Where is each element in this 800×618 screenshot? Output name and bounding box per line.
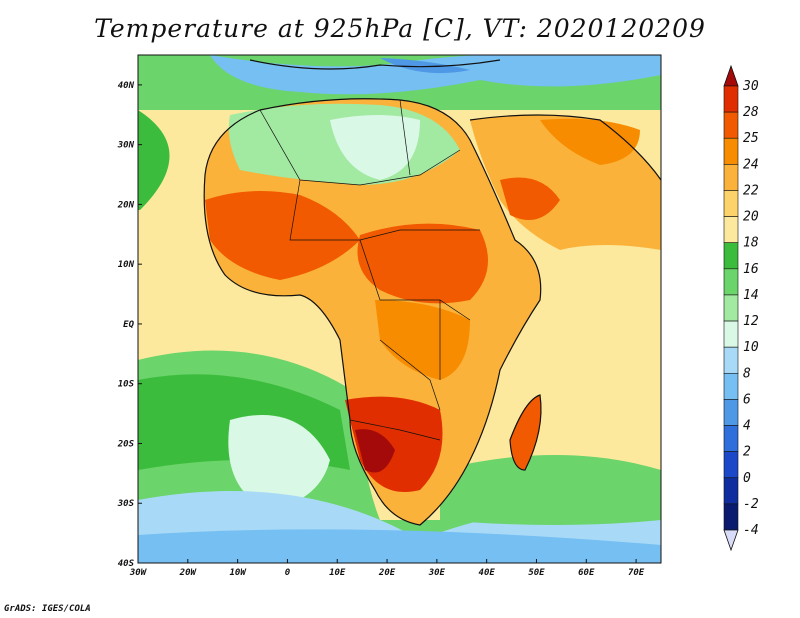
lat-tick-label: 40S: [118, 559, 135, 569]
lat-tick-label: EQ: [123, 320, 134, 330]
colorbar-level-label: 25: [743, 131, 759, 146]
colorbar-level-label: -4: [743, 523, 759, 538]
colorbar-level-label: -2: [743, 497, 759, 512]
country-borders: [259, 99, 480, 441]
colorbar-swatch: [723, 346, 739, 374]
colorbar-level-label: 2: [743, 445, 751, 460]
colorbar-swatch: [723, 503, 739, 531]
lat-tick-label: 30N: [117, 141, 135, 151]
lon-tick-label: 20E: [378, 568, 396, 578]
mediterranean-cold: [380, 58, 470, 74]
lat-tick-label: 10N: [118, 260, 135, 270]
colorbar-level-label: 24: [743, 157, 759, 172]
lon-tick-label: 10W: [229, 568, 247, 578]
colorbar-level-label: 22: [743, 183, 759, 198]
colorbar-swatch: [723, 111, 739, 139]
colorbar-swatch: [723, 320, 739, 348]
lat-tick-label: 30S: [117, 499, 135, 509]
colorbar-swatch: [723, 294, 739, 322]
central-africa-warm: [375, 300, 470, 380]
lat-tick-label: 10S: [118, 380, 135, 390]
sahel-hot-east: [357, 223, 488, 304]
colorbar-swatch: [723, 137, 739, 165]
lat-tick-label: 20S: [117, 439, 135, 449]
colorbar-level-label: 8: [743, 366, 751, 381]
libya-cool: [330, 115, 420, 180]
colorbar-swatch: [723, 216, 739, 244]
arabia-hot: [500, 177, 560, 220]
colorbar-swatch: [723, 85, 739, 113]
colorbar-level-label: 10: [743, 340, 759, 355]
lon-tick-label: 0: [285, 568, 291, 578]
europe-coastline: [249, 59, 501, 70]
lon-tick-label: 30W: [129, 568, 148, 578]
colorbar-level-label: 18: [743, 236, 759, 251]
colorbar-swatch: [723, 451, 739, 479]
colorbar-level-label: 12: [743, 314, 759, 329]
colorbar-swatch: [723, 268, 739, 296]
lon-tick-label: 40E: [479, 568, 496, 578]
plot-frame: [137, 54, 662, 564]
lon-tick-label: 50E: [528, 568, 545, 578]
colorbar-swatch: [723, 242, 739, 270]
longitude-axis: 30W 20W 10W 0 10E 20E 30E 40E 50E 60E 70E: [129, 559, 645, 578]
colorbar-swatch: [723, 164, 739, 191]
africa-coastline: [203, 98, 542, 526]
colorbar-level-label: 16: [743, 262, 759, 277]
colorbar-level-label: 0: [743, 471, 751, 486]
lon-tick-label: 30E: [428, 568, 446, 578]
kalahari-hottest: [355, 429, 395, 473]
colorbar-level-label: 6: [743, 392, 751, 407]
colorbar-swatch: [723, 190, 739, 217]
temperature-field: [138, 55, 661, 563]
arabia-coastline: [469, 114, 661, 181]
colorbar-min-triangle: [723, 529, 739, 552]
north-cold-band: [210, 55, 661, 95]
colorbar-level-label: 28: [743, 105, 759, 120]
lat-tick-label: 20N: [117, 200, 135, 210]
madagascar: [510, 395, 541, 470]
colorbar-max-triangle: [723, 64, 739, 87]
sahel-hot-west: [205, 191, 360, 280]
indian-ocean-south-green: [440, 455, 661, 525]
southern-ocean-cold: [138, 529, 661, 563]
colorbar-level-label: 20: [743, 210, 759, 225]
colorbar-level-label: 4: [743, 419, 751, 434]
madagascar-coastline: [509, 394, 542, 471]
colorbar-level-label: 30: [742, 79, 759, 94]
south-atlantic-cool: [228, 415, 330, 510]
atlantic-north-green: [138, 110, 170, 210]
lon-tick-label: 60E: [578, 568, 595, 578]
latitude-axis: 40N 30N 20N 10N EQ 10S 20S 30S 40S: [117, 81, 142, 569]
lon-tick-label: 10E: [329, 568, 346, 578]
chart-title: Temperature at 925hPa [C], VT: 202012020…: [94, 14, 706, 43]
colorbar-swatch: [723, 372, 739, 400]
lat-tick-label: 40N: [118, 81, 135, 91]
colorbar-swatch: [723, 399, 739, 426]
credit-text: GrADS: IGES/COLA: [4, 604, 91, 614]
colorbar-swatch: [723, 425, 739, 452]
iran-warm: [540, 118, 640, 165]
colorbar-swatch: [723, 477, 739, 505]
lon-tick-label: 20W: [179, 568, 198, 578]
lon-tick-label: 70E: [628, 568, 645, 578]
colorbar-level-label: 14: [743, 288, 759, 303]
